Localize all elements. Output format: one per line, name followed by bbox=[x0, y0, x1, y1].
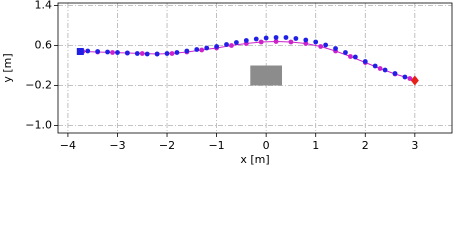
point bbox=[283, 35, 289, 40]
x-tick-label: −1 bbox=[208, 139, 224, 152]
point bbox=[115, 50, 120, 55]
plot-frame bbox=[57, 2, 453, 134]
x-tick-label: 3 bbox=[411, 139, 418, 152]
x-tick-label: −4 bbox=[60, 139, 76, 152]
x-tick-label: 1 bbox=[312, 139, 319, 152]
point bbox=[313, 39, 319, 45]
point bbox=[273, 39, 279, 44]
point bbox=[323, 42, 329, 48]
point bbox=[253, 36, 259, 42]
point bbox=[407, 76, 413, 81]
point bbox=[199, 47, 205, 53]
y-axis-label: y [m] bbox=[1, 53, 14, 82]
start-marker bbox=[76, 48, 84, 55]
y-tick-label: −1.0 bbox=[25, 119, 52, 132]
x-tick-label: 0 bbox=[263, 139, 270, 152]
point bbox=[318, 44, 324, 49]
x-axis-label: x [m] bbox=[240, 153, 269, 166]
point bbox=[194, 47, 200, 52]
point bbox=[333, 46, 338, 51]
point bbox=[164, 51, 170, 56]
point bbox=[184, 48, 190, 54]
point bbox=[288, 39, 294, 45]
chart: x [m] y [m] −4 −3 −2 −1 0 1 2 3 1.4 0.6 −0.2 −1.0 bbox=[1, 0, 453, 166]
point bbox=[144, 51, 150, 57]
point bbox=[263, 35, 269, 41]
point bbox=[377, 66, 383, 71]
x-tick-label: −3 bbox=[109, 139, 125, 152]
x-tick-label: −2 bbox=[159, 139, 175, 152]
point bbox=[362, 59, 368, 64]
point bbox=[174, 50, 180, 55]
point bbox=[229, 43, 234, 48]
point bbox=[348, 54, 353, 59]
point bbox=[214, 44, 219, 49]
point bbox=[392, 71, 398, 76]
point bbox=[402, 74, 408, 80]
trajectory-line bbox=[82, 40, 411, 79]
goal-marker bbox=[410, 75, 419, 86]
point bbox=[273, 35, 279, 40]
point bbox=[303, 41, 309, 46]
point bbox=[343, 50, 348, 55]
y-tick-label: 1.4 bbox=[35, 0, 53, 12]
point bbox=[352, 54, 358, 60]
obstacle bbox=[250, 65, 283, 86]
y-tick-label: 0.6 bbox=[35, 39, 53, 52]
point bbox=[105, 49, 110, 55]
point bbox=[293, 36, 299, 41]
y-tick-label: −0.2 bbox=[25, 79, 52, 92]
point bbox=[139, 51, 145, 56]
point bbox=[258, 39, 264, 45]
point bbox=[169, 51, 175, 56]
point bbox=[224, 42, 229, 47]
point bbox=[372, 63, 378, 69]
point bbox=[243, 38, 249, 43]
point bbox=[303, 37, 309, 43]
point bbox=[85, 48, 91, 54]
point bbox=[234, 40, 239, 45]
x-tick-label: 2 bbox=[362, 139, 369, 152]
point bbox=[110, 50, 115, 55]
point bbox=[382, 67, 388, 73]
point bbox=[154, 51, 160, 57]
point bbox=[134, 51, 140, 56]
point bbox=[95, 49, 101, 54]
point bbox=[204, 45, 210, 51]
point bbox=[124, 50, 130, 56]
